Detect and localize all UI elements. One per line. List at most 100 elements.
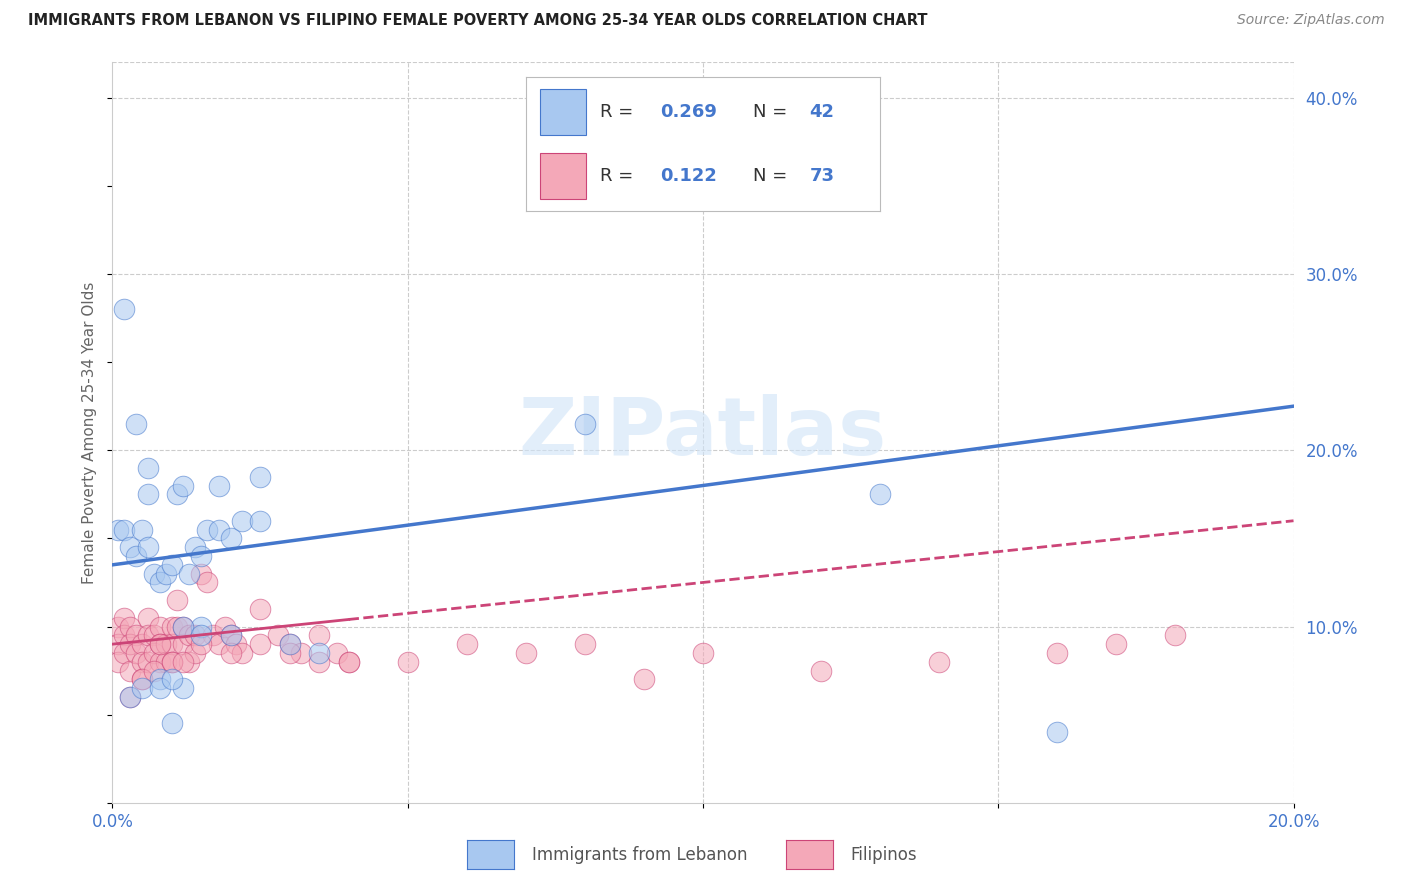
Point xyxy=(131,681,153,696)
Point xyxy=(149,575,172,590)
Point xyxy=(125,549,148,563)
Point xyxy=(120,664,142,678)
Point xyxy=(1164,628,1187,642)
Point xyxy=(112,628,135,642)
Point xyxy=(278,637,301,651)
Point xyxy=(456,637,478,651)
Point xyxy=(208,637,231,651)
Point xyxy=(219,646,242,660)
Point xyxy=(172,637,194,651)
Point xyxy=(142,664,165,678)
Point xyxy=(131,673,153,687)
Point xyxy=(136,655,159,669)
Point xyxy=(179,566,201,581)
Point xyxy=(142,566,165,581)
Point xyxy=(149,655,172,669)
Point xyxy=(136,610,159,624)
Point xyxy=(195,575,218,590)
Point xyxy=(149,619,172,633)
Point xyxy=(107,655,129,669)
Point xyxy=(120,690,142,704)
Point xyxy=(120,619,142,633)
Point xyxy=(337,655,360,669)
Point xyxy=(308,646,330,660)
Point xyxy=(201,628,224,642)
Point xyxy=(160,716,183,731)
Point xyxy=(184,628,207,642)
Point xyxy=(136,461,159,475)
Point xyxy=(172,681,194,696)
Point xyxy=(692,646,714,660)
Text: Source: ZipAtlas.com: Source: ZipAtlas.com xyxy=(1237,13,1385,28)
Point xyxy=(120,690,142,704)
Point xyxy=(308,655,330,669)
Point xyxy=(290,646,312,660)
Point xyxy=(172,619,194,633)
Point xyxy=(219,532,242,546)
Y-axis label: Female Poverty Among 25-34 Year Olds: Female Poverty Among 25-34 Year Olds xyxy=(82,282,97,583)
Point xyxy=(125,417,148,431)
Text: Immigrants from Lebanon: Immigrants from Lebanon xyxy=(531,846,747,863)
Point xyxy=(120,637,142,651)
Point xyxy=(190,549,212,563)
Point xyxy=(160,673,183,687)
Point xyxy=(160,558,183,572)
Point xyxy=(112,523,135,537)
Point xyxy=(149,681,172,696)
Point xyxy=(155,655,177,669)
Point xyxy=(1046,646,1069,660)
Point xyxy=(190,628,212,642)
Point xyxy=(155,637,177,651)
Point xyxy=(810,664,832,678)
Point xyxy=(131,637,153,651)
Point xyxy=(249,469,271,483)
Point xyxy=(633,673,655,687)
Point xyxy=(249,514,271,528)
Point xyxy=(184,540,207,554)
Point xyxy=(166,487,188,501)
Point xyxy=(149,673,172,687)
Text: Filipinos: Filipinos xyxy=(851,846,917,863)
Point xyxy=(219,628,242,642)
Point xyxy=(208,523,231,537)
Point xyxy=(249,602,271,616)
Point xyxy=(160,637,183,651)
Point xyxy=(166,593,188,607)
Point xyxy=(120,540,142,554)
Point xyxy=(231,646,253,660)
Point xyxy=(267,628,290,642)
Point xyxy=(131,523,153,537)
Point xyxy=(160,655,183,669)
Point xyxy=(515,646,537,660)
Point xyxy=(155,566,177,581)
Point xyxy=(278,637,301,651)
Point xyxy=(149,637,172,651)
Point xyxy=(160,619,183,633)
Point xyxy=(166,619,188,633)
Point xyxy=(136,628,159,642)
Point xyxy=(184,646,207,660)
Point xyxy=(125,628,148,642)
Point xyxy=(112,610,135,624)
Point xyxy=(190,637,212,651)
Point xyxy=(1105,637,1128,651)
Text: ZIPatlas: ZIPatlas xyxy=(519,393,887,472)
Point xyxy=(107,619,129,633)
Point xyxy=(179,628,201,642)
Point xyxy=(112,646,135,660)
Point xyxy=(136,540,159,554)
Point xyxy=(142,628,165,642)
Point xyxy=(574,417,596,431)
Point xyxy=(337,655,360,669)
Point xyxy=(869,487,891,501)
Point xyxy=(308,628,330,642)
Point xyxy=(1046,725,1069,739)
Text: IMMIGRANTS FROM LEBANON VS FILIPINO FEMALE POVERTY AMONG 25-34 YEAR OLDS CORRELA: IMMIGRANTS FROM LEBANON VS FILIPINO FEMA… xyxy=(28,13,928,29)
Point xyxy=(214,619,236,633)
Point xyxy=(107,523,129,537)
Point xyxy=(142,646,165,660)
Point xyxy=(208,478,231,492)
Point xyxy=(172,478,194,492)
Point xyxy=(107,637,129,651)
Point xyxy=(172,619,194,633)
